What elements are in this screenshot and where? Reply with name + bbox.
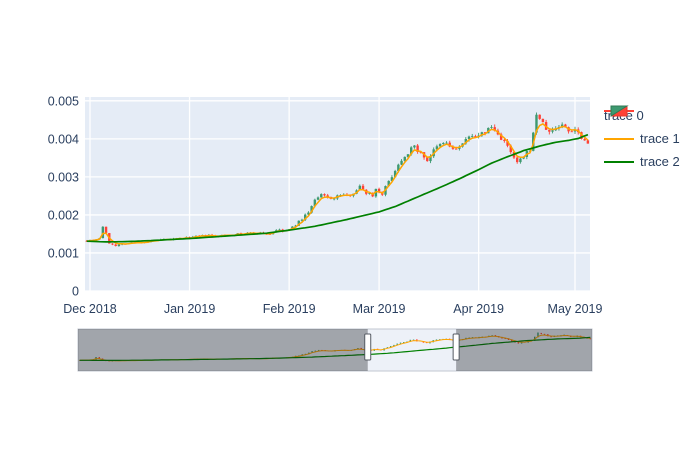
plot-area[interactable]: [85, 97, 590, 291]
y-tick-label: 0: [72, 285, 79, 299]
trace2-line: [86, 133, 589, 243]
x-tick-label: Jan 2019: [164, 302, 215, 316]
legend-item-trace0[interactable]: trace 0: [604, 104, 696, 127]
rangeslider-left-mask[interactable]: [78, 329, 368, 371]
candlestick-legend-icon: [604, 105, 634, 117]
x-tick-label: Mar 2019: [353, 302, 406, 316]
rangeslider[interactable]: [77, 328, 593, 372]
legend-label: trace 2: [640, 153, 680, 169]
y-tick-label: 0.002: [48, 208, 79, 222]
x-tick-label: Apr 2019: [453, 302, 504, 316]
trace1-line-icon: [604, 137, 634, 140]
legend-label: trace 1: [640, 130, 680, 146]
y-tick-label: 0.003: [48, 170, 79, 184]
rangeslider-right-mask[interactable]: [456, 329, 592, 371]
rangeslider-left-handle[interactable]: [364, 333, 372, 361]
y-tick-label: 0.001: [48, 246, 79, 260]
x-tick-label: Dec 2018: [63, 302, 117, 316]
trace2-line-icon: [604, 160, 634, 163]
y-tick-label: 0.004: [48, 132, 79, 146]
rangeslider-right-handle[interactable]: [452, 333, 460, 361]
legend-item-trace1[interactable]: trace 1: [604, 127, 696, 150]
legend: trace 0 trace 1 trace 2: [604, 104, 696, 173]
x-tick-label: May 2019: [548, 302, 603, 316]
legend-item-trace2[interactable]: trace 2: [604, 150, 696, 173]
x-tick-label: Feb 2019: [263, 302, 316, 316]
y-tick-label: 0.005: [48, 94, 79, 108]
